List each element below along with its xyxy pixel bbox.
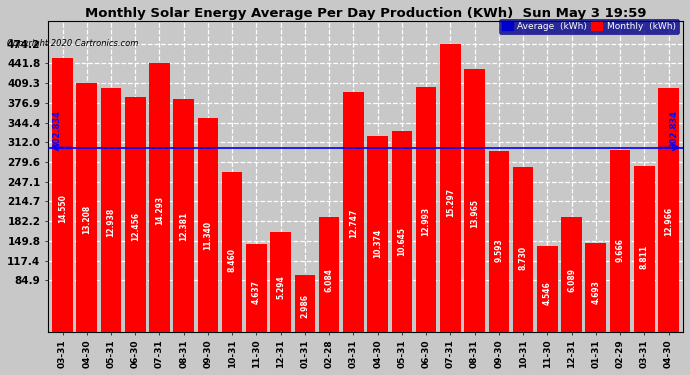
Bar [246, 244, 267, 332]
Bar [610, 150, 631, 332]
Legend: Average  (kWh), Monthly  (kWh): Average (kWh), Monthly (kWh) [499, 20, 678, 34]
Text: 10.374: 10.374 [373, 229, 382, 258]
Text: 8.730: 8.730 [519, 246, 528, 270]
Bar [586, 243, 606, 332]
Bar [561, 217, 582, 332]
Text: 12.966: 12.966 [664, 207, 673, 236]
Text: 12.938: 12.938 [106, 207, 115, 237]
Bar [634, 166, 655, 332]
Bar [149, 63, 170, 332]
Bar [367, 136, 388, 332]
Bar [416, 87, 436, 332]
Title: Monthly Solar Energy Average Per Day Production (KWh)  Sun May 3 19:59: Monthly Solar Energy Average Per Day Pro… [85, 7, 647, 20]
Bar [222, 172, 242, 332]
Bar [77, 83, 97, 332]
Text: 9.666: 9.666 [615, 238, 624, 262]
Text: 302.834: 302.834 [670, 110, 679, 147]
Bar [343, 92, 364, 332]
Text: 14.550: 14.550 [58, 194, 67, 223]
Text: 6.084: 6.084 [325, 268, 334, 292]
Text: 10.645: 10.645 [397, 227, 406, 256]
Text: 12.993: 12.993 [422, 207, 431, 236]
Bar [173, 99, 194, 332]
Bar [125, 97, 146, 332]
Bar [101, 88, 121, 332]
Text: 2.986: 2.986 [300, 294, 309, 318]
Text: 4.546: 4.546 [543, 281, 552, 305]
Bar [319, 217, 339, 332]
Text: 4.637: 4.637 [252, 280, 261, 304]
Bar [270, 232, 291, 332]
Bar [489, 151, 509, 332]
Bar [197, 118, 218, 332]
Bar [537, 246, 558, 332]
Text: 5.294: 5.294 [276, 275, 285, 299]
Text: 12.747: 12.747 [349, 209, 358, 238]
Text: 9.593: 9.593 [494, 238, 503, 262]
Bar [464, 69, 485, 332]
Text: 6.089: 6.089 [567, 268, 576, 292]
Text: 302.834: 302.834 [52, 110, 61, 147]
Text: 8.460: 8.460 [228, 248, 237, 272]
Text: Copyright 2020 Cartronics.com: Copyright 2020 Cartronics.com [7, 39, 138, 48]
Text: 12.381: 12.381 [179, 212, 188, 242]
Bar [52, 58, 73, 332]
Text: 4.693: 4.693 [591, 280, 600, 304]
Text: 14.293: 14.293 [155, 196, 164, 225]
Bar [513, 167, 533, 332]
Text: 13.208: 13.208 [82, 205, 91, 234]
Bar [440, 44, 461, 332]
Text: 12.456: 12.456 [130, 211, 139, 241]
Text: 11.340: 11.340 [204, 221, 213, 250]
Bar [295, 276, 315, 332]
Text: 13.965: 13.965 [470, 199, 479, 228]
Text: 8.811: 8.811 [640, 245, 649, 269]
Text: 15.297: 15.297 [446, 188, 455, 217]
Bar [391, 131, 412, 332]
Bar [658, 88, 679, 332]
